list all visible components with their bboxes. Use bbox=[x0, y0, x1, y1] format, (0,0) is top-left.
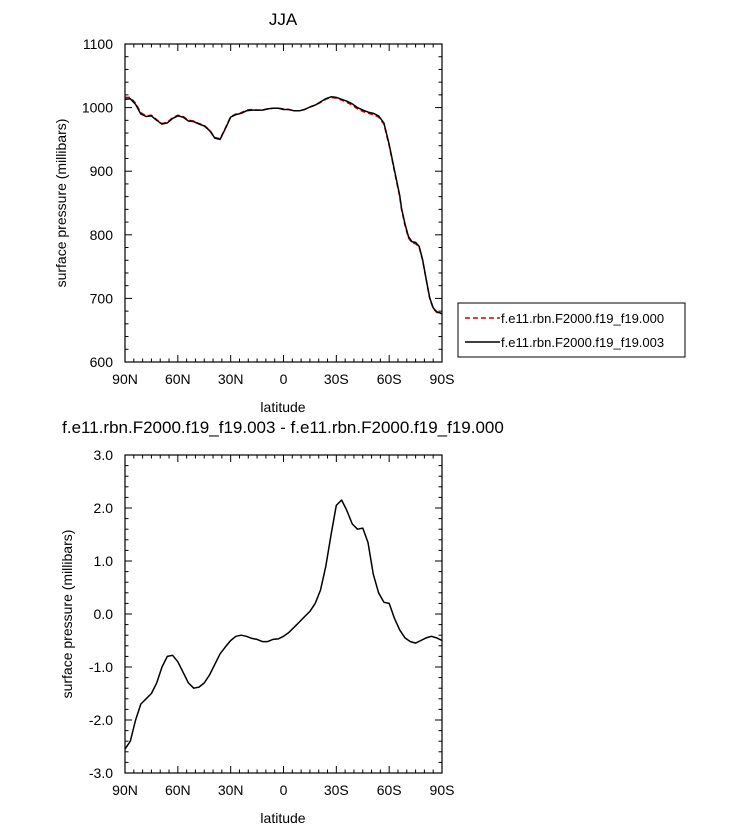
y-tick-label: -3.0 bbox=[89, 765, 113, 781]
y-axis-title: surface pressure (millibars) bbox=[59, 530, 75, 699]
y-tick-label: 1.0 bbox=[94, 553, 114, 569]
y-tick-label: -1.0 bbox=[89, 659, 113, 675]
x-tick-label: 0 bbox=[280, 371, 288, 387]
tick-marks bbox=[124, 43, 443, 363]
x-axis-title: latitude bbox=[260, 399, 305, 415]
legend-frame bbox=[457, 302, 686, 358]
y-tick-labels: 600 700 800 900 1000 1100 bbox=[82, 36, 113, 370]
x-tick-label: 30S bbox=[324, 782, 349, 798]
x-tick-label: 90S bbox=[430, 782, 455, 798]
chart-title: f.e11.rbn.F2000.f19_f19.003 - f.e11.rbn.… bbox=[62, 418, 504, 437]
x-tick-label: 60S bbox=[377, 782, 402, 798]
y-tick-label: 700 bbox=[90, 290, 114, 306]
y-tick-label: 1000 bbox=[82, 100, 113, 116]
x-tick-label: 60N bbox=[165, 782, 191, 798]
plot-frame bbox=[124, 43, 443, 363]
legend-label-series-1: f.e11.rbn.F2000.f19_f19.003 bbox=[501, 335, 664, 350]
difference-chart: f.e11.rbn.F2000.f19_f19.003 - f.e11.rbn.… bbox=[59, 418, 504, 826]
chart-title: JJA bbox=[269, 10, 298, 29]
series-line-0 bbox=[125, 96, 442, 315]
legend-label-series-0: f.e11.rbn.F2000.f19_f19.000 bbox=[501, 311, 664, 326]
x-axis-title: latitude bbox=[260, 810, 305, 826]
series-layer bbox=[124, 499, 443, 750]
x-tick-labels: 90N 60N 30N 0 30S 60S 90S bbox=[112, 371, 454, 387]
x-tick-label: 30S bbox=[324, 371, 349, 387]
series-line-1 bbox=[124, 96, 443, 315]
y-tick-label: 900 bbox=[90, 163, 114, 179]
x-tick-label: 90N bbox=[112, 782, 138, 798]
x-tick-label: 90N bbox=[112, 371, 138, 387]
tick-marks bbox=[124, 454, 443, 774]
y-axis-title: surface pressure (millibars) bbox=[53, 119, 69, 288]
series-layer bbox=[124, 96, 443, 315]
x-tick-label: 30N bbox=[218, 782, 244, 798]
y-tick-label: 0.0 bbox=[94, 606, 114, 622]
y-tick-label: 1100 bbox=[83, 36, 113, 52]
y-tick-label: 600 bbox=[90, 354, 114, 370]
x-tick-label: 0 bbox=[280, 782, 288, 798]
y-tick-label: 800 bbox=[90, 227, 114, 243]
y-tick-label: 3.0 bbox=[94, 447, 114, 463]
y-tick-labels: -3.0 -2.0 -1.0 0.0 1.0 2.0 3.0 bbox=[89, 447, 113, 781]
x-tick-label: 90S bbox=[430, 371, 455, 387]
surface-pressure-chart: JJA 90N 60N 30N 0 30S 60S 90S 600 700 800 900 1000… bbox=[53, 10, 686, 415]
y-tick-label: -2.0 bbox=[89, 712, 113, 728]
legend: f.e11.rbn.F2000.f19_f19.000 f.e11.rbn.F2… bbox=[457, 302, 686, 358]
plot-frame bbox=[124, 454, 443, 774]
x-tick-label: 60N bbox=[165, 371, 191, 387]
x-tick-labels: 90N 60N 30N 0 30S 60S 90S bbox=[112, 782, 454, 798]
series-line-0 bbox=[124, 499, 443, 750]
y-tick-label: 2.0 bbox=[94, 500, 114, 516]
x-tick-label: 30N bbox=[218, 371, 244, 387]
x-tick-label: 60S bbox=[377, 371, 402, 387]
